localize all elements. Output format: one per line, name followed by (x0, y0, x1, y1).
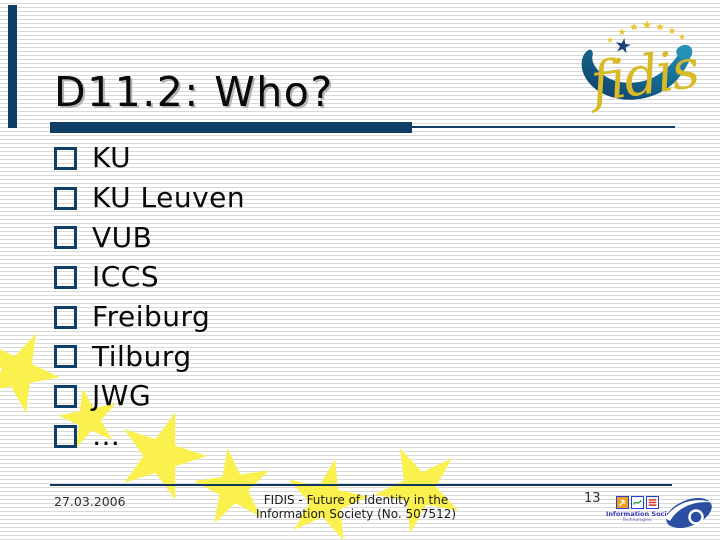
left-accent-bar (8, 5, 17, 128)
ist-stripes-icon (645, 496, 659, 509)
square-bullet-icon (54, 146, 77, 170)
list-item-label: VUB (92, 220, 153, 254)
square-bullet-icon (54, 226, 77, 250)
footer-divider (50, 484, 672, 486)
square-bullet-icon (54, 186, 77, 210)
title-underline-thin-line (412, 126, 675, 128)
list-item: KU Leuven (54, 178, 245, 218)
list-item: VUB (54, 217, 245, 257)
footer-project-line1: FIDIS - Future of Identity in the (263, 493, 449, 507)
ist-logo-line1: Information Society (606, 510, 679, 518)
square-bullet-icon (54, 305, 77, 329)
fidis-script-text: fidis (583, 37, 702, 115)
list-item: KU (54, 138, 245, 178)
ist-wave-icon (630, 496, 644, 509)
list-item-label: Tilburg (92, 339, 192, 373)
list-item-label: Freiburg (92, 300, 211, 334)
ist-arrow-icon (615, 496, 629, 509)
list-item: ICCS (54, 257, 245, 297)
title-underline-bar (50, 122, 412, 133)
ist-logo-line2: Technologies (622, 518, 652, 523)
list-item: Freiburg (54, 297, 245, 337)
square-bullet-icon (54, 424, 77, 448)
page-number: 13 (584, 491, 601, 506)
footer-project-line2: Information Society (No. 507512) (255, 506, 457, 521)
list-item-label: … (92, 419, 121, 453)
list-item: Tilburg (54, 336, 245, 376)
square-bullet-icon (54, 345, 77, 369)
list-item: JWG (54, 376, 245, 416)
list-item-label: ICCS (92, 260, 160, 294)
footer-project-title: FIDIS - Future of Identity in the Inform… (240, 493, 472, 521)
fidis-blue-star-icon (615, 38, 631, 54)
footer-date: 27.03.2006 (54, 494, 126, 509)
ist-logo-squares (606, 496, 668, 509)
fp6-logo (665, 497, 714, 529)
fidis-logo: fidis (581, 20, 702, 115)
square-bullet-icon (54, 265, 77, 289)
slide-title: D11.2: Who? (54, 68, 334, 116)
fidis-swoosh-icon (581, 44, 693, 100)
list-item-label: KU (92, 141, 132, 175)
list-item-label: KU Leuven (92, 181, 246, 215)
list-item-label: JWG (92, 379, 152, 413)
fidis-star-arc-icon (606, 20, 686, 43)
list-item: … (54, 416, 245, 456)
square-bullet-icon (54, 384, 77, 408)
bullet-list: KU KU Leuven VUB ICCS Freiburg Tilburg J… (54, 138, 245, 456)
ist-logo: Information Society Technologies (606, 496, 679, 523)
